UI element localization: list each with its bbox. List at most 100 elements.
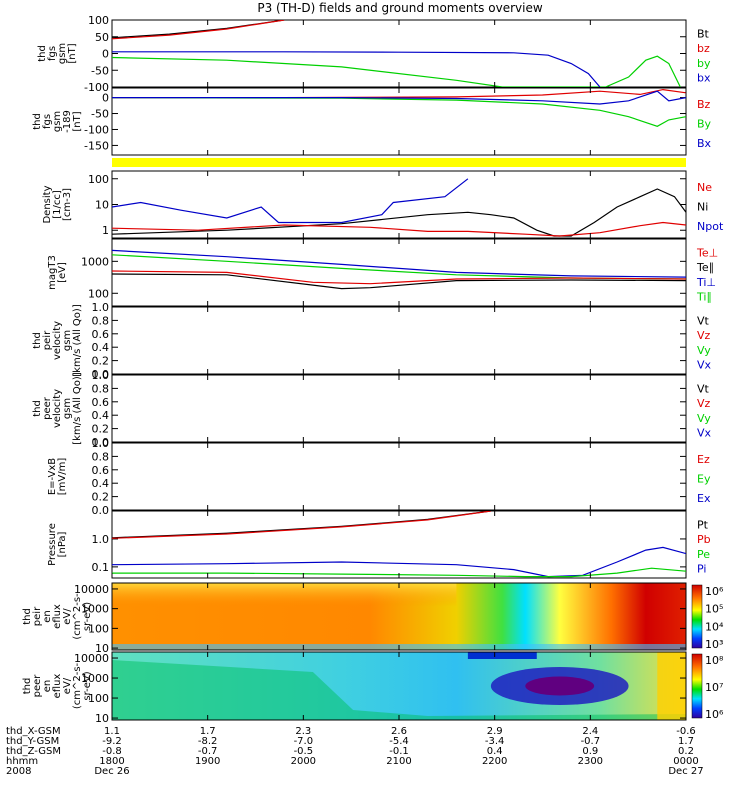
legend-label: Vt xyxy=(697,314,710,327)
legend-label: Pt xyxy=(697,518,709,531)
series-line-Pt xyxy=(112,511,491,539)
series-line-Pb xyxy=(112,511,491,539)
series-line-bx xyxy=(112,51,601,87)
y-tick-label: 0.4 xyxy=(92,341,110,354)
y-axis-label: eV/ xyxy=(62,608,73,625)
series-line-Bx xyxy=(112,90,686,105)
y-axis-label: Density xyxy=(42,185,53,223)
y-tick-label: 1.0 xyxy=(92,533,110,546)
y-tick-label: 100 xyxy=(88,622,109,635)
bottom-column-value: 2100 xyxy=(386,756,411,767)
series-line-bz xyxy=(112,20,285,40)
y-tick-label: 0 xyxy=(102,48,109,61)
y-axis-label: (cm^2-s- xyxy=(72,662,83,709)
bottom-column-value: -8.2 xyxy=(198,736,218,747)
bottom-column-value: 2.9 xyxy=(487,726,503,737)
legend-label: By xyxy=(697,118,712,131)
panel-fgs: 100 50 0 -50 -100 thd fgs gsm [nT] Bt bz by bx xyxy=(37,14,711,94)
y-axis-label: thd xyxy=(22,608,33,625)
y-axis-label: gsm xyxy=(62,330,73,351)
legend-label: Ni xyxy=(697,201,708,214)
y-axis-label: [mV/m] xyxy=(57,458,68,496)
legend-label: Bz xyxy=(697,98,711,111)
bottom-column-value: 2.4 xyxy=(582,726,598,737)
legend-label: Vy xyxy=(697,344,711,357)
bottom-column-value: -0.1 xyxy=(389,746,409,757)
legend-label: Bx xyxy=(697,137,712,150)
colorbar-label: 10⁵ xyxy=(705,603,723,616)
series-line-Ni xyxy=(112,188,686,237)
bottom-row-label: hhmm xyxy=(6,756,38,767)
y-axis-label: [nPa] xyxy=(57,531,68,557)
y-axis-label: thd xyxy=(22,678,33,695)
y-tick-label: 100 xyxy=(88,692,109,705)
bottom-column-value: 2300 xyxy=(578,756,603,767)
y-axis-label: peir xyxy=(32,606,43,626)
y-tick-label: -150 xyxy=(84,139,109,152)
panel-elec_spec: 10⁸ 10⁷ 10⁶ 10000 1000 100 10 thd peer en eflux eV/… xyxy=(22,651,724,725)
series-line-By xyxy=(112,97,686,127)
bottom-column-value: 1.7 xyxy=(200,726,216,737)
bottom-column-value: -0.5 xyxy=(294,746,314,757)
legend-label: Vz xyxy=(697,397,711,410)
y-tick-label: 0.4 xyxy=(92,409,110,422)
plot-frame xyxy=(111,170,687,239)
legend-label: Ne xyxy=(697,181,712,194)
legend-label: bz xyxy=(697,42,710,55)
y-axis-label: thd xyxy=(32,332,43,349)
y-tick-label: 50 xyxy=(95,31,109,44)
series-line-Ti∥ xyxy=(112,254,686,280)
series-line-Pi xyxy=(112,546,686,578)
plot-frame xyxy=(111,442,687,511)
y-tick-label: 10 xyxy=(95,199,109,212)
series-line-Ne xyxy=(112,221,686,237)
bottom-column-value: 0000 xyxy=(673,756,698,767)
bottom-column-value: -0.7 xyxy=(581,736,601,747)
colorbar-label: 10³ xyxy=(705,638,723,651)
y-axis-label: [nT] xyxy=(67,43,78,63)
colorbar-label: 10⁸ xyxy=(705,654,724,667)
bottom-column-value: 1900 xyxy=(195,756,220,767)
status-bar-stripe xyxy=(112,158,686,167)
y-tick-label: 1000 xyxy=(81,672,109,685)
y-tick-label: 0.6 xyxy=(92,396,110,409)
colorbar-label: 10⁶ xyxy=(705,708,724,721)
y-axis-label: (cm^2-s- xyxy=(72,593,83,640)
bottom-column-value: Dec 27 xyxy=(668,766,703,777)
bottom-column-value: 0.4 xyxy=(487,746,503,757)
legend-label: bx xyxy=(697,72,711,85)
colorbar xyxy=(691,653,703,719)
y-axis-label: [km/s (All Qo)] xyxy=(72,304,83,377)
legend-label: Ex xyxy=(697,492,711,505)
y-axis-label: fgs xyxy=(42,114,53,129)
spectrogram-edge-band xyxy=(657,652,686,720)
bottom-column-value: -7.0 xyxy=(294,736,314,747)
y-tick-label: 0.6 xyxy=(92,328,110,341)
y-axis-label: [nT] xyxy=(72,111,83,131)
panel-fgl: 0 -50 -100 -150 thd fgs gsm -189 [nT] Bz By Bx xyxy=(32,87,712,156)
colorbar xyxy=(691,584,703,649)
bottom-row-label: thd_Z-GSM xyxy=(6,746,61,757)
y-axis-label: peer xyxy=(32,674,43,698)
bottom-column-value: 0.9 xyxy=(582,746,598,757)
y-tick-label: 1000 xyxy=(81,255,109,268)
panel-ion_spec: 10⁶ 10⁵ 10⁴ 10³ 10000 1000 100 10 thd peir en eflux… xyxy=(22,582,724,655)
bottom-column-value: 2000 xyxy=(291,756,316,767)
series-line-by xyxy=(112,55,681,87)
series-line-Pe xyxy=(112,567,686,578)
colorbar-label: 10⁷ xyxy=(705,681,723,694)
plot-frame xyxy=(111,306,687,375)
y-tick-label: -50 xyxy=(91,64,109,77)
panel-temp: 1000 100 magT3 [eV] Te⊥ Te∥ Ti⊥ Ti∥ xyxy=(47,238,718,307)
y-axis-label: gsm xyxy=(52,111,63,132)
panel-pressure: 1.0 0.1 Pressure [nPa] Pt Pb Pe Pi xyxy=(47,510,711,579)
y-tick-label: 10000 xyxy=(74,652,109,665)
y-tick-label: 10 xyxy=(95,642,109,655)
y-axis-label: sr-eV) xyxy=(82,602,93,631)
legend-label: Bt xyxy=(697,27,710,40)
plot-frame xyxy=(111,510,687,579)
